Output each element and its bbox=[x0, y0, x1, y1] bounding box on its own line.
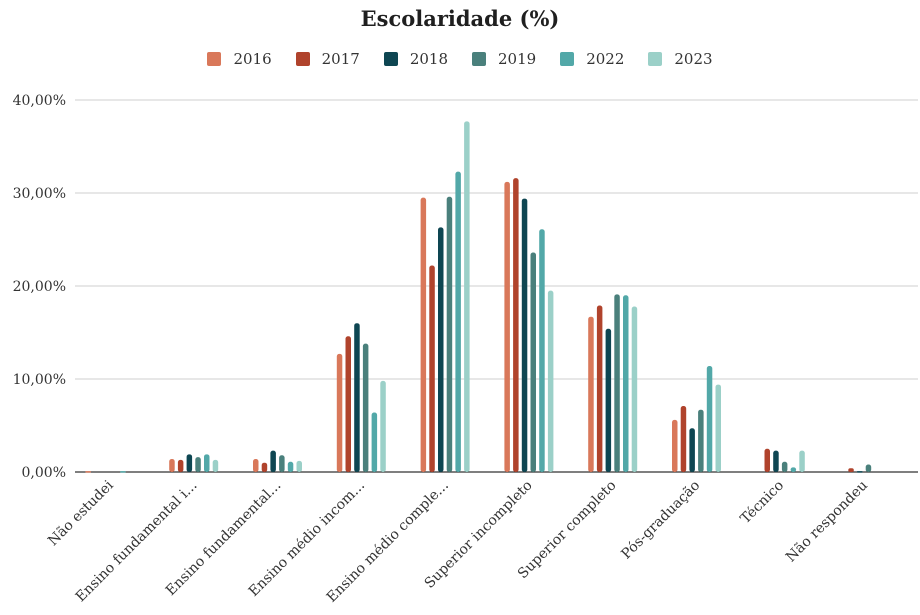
y-tick-label: 10,00% bbox=[13, 372, 66, 388]
bar-2017-2[interactable] bbox=[261, 462, 268, 472]
bar-2017-7[interactable] bbox=[680, 405, 687, 472]
bar-2019-2[interactable] bbox=[279, 455, 285, 472]
bar-2023-5[interactable] bbox=[547, 290, 554, 472]
bar-2019-7[interactable] bbox=[698, 409, 704, 472]
bar-2022-5[interactable] bbox=[539, 229, 545, 472]
bar-2016-0[interactable] bbox=[85, 471, 91, 473]
x-tick-label: Não estudei bbox=[45, 477, 117, 549]
bar-2019-8[interactable] bbox=[781, 461, 788, 472]
bar-2018-1[interactable] bbox=[186, 454, 193, 472]
legend-label: 2023 bbox=[674, 50, 713, 68]
legend-swatch bbox=[472, 52, 486, 66]
bar-2023-4[interactable] bbox=[464, 121, 470, 472]
legend-label: 2017 bbox=[321, 50, 360, 68]
bar-2017-5[interactable] bbox=[513, 178, 519, 472]
bar-2019-4[interactable] bbox=[446, 196, 453, 472]
bar-2017-9[interactable] bbox=[848, 468, 854, 472]
bar-2019-3[interactable] bbox=[362, 343, 369, 472]
bar-2022-4[interactable] bbox=[455, 171, 461, 473]
bar-2023-3[interactable] bbox=[380, 380, 386, 472]
bar-2022-2[interactable] bbox=[287, 461, 294, 472]
bar-2018-7[interactable] bbox=[689, 428, 695, 472]
bar-2016-5[interactable] bbox=[504, 181, 510, 472]
y-tick-label: 20,00% bbox=[13, 279, 66, 295]
bar-2018-9[interactable] bbox=[857, 471, 863, 473]
bar-2016-7[interactable] bbox=[672, 419, 678, 472]
bar-2023-1[interactable] bbox=[212, 459, 219, 472]
legend-item-2023[interactable]: 2023 bbox=[648, 50, 713, 68]
bar-2018-2[interactable] bbox=[270, 450, 276, 472]
legend-swatch bbox=[383, 52, 398, 66]
x-tick-label: Pós-graduação bbox=[618, 478, 703, 563]
bar-2019-9[interactable] bbox=[865, 464, 872, 472]
bar-2018-3[interactable] bbox=[354, 323, 360, 472]
bar-2018-6[interactable] bbox=[605, 328, 612, 472]
bar-2023-8[interactable] bbox=[799, 450, 805, 472]
legend-item-2022[interactable]: 2022 bbox=[560, 50, 624, 68]
legend-swatch bbox=[295, 52, 310, 66]
bar-2016-2[interactable] bbox=[253, 458, 259, 472]
bar-2017-4[interactable] bbox=[429, 265, 435, 472]
bar-2017-1[interactable] bbox=[177, 459, 184, 472]
x-tick-label: Não respondeu bbox=[783, 478, 871, 566]
bar-2016-3[interactable] bbox=[336, 353, 343, 472]
bar-2023-6[interactable] bbox=[631, 306, 638, 472]
legend-item-2016[interactable]: 2016 bbox=[207, 50, 272, 68]
bar-2018-5[interactable] bbox=[521, 198, 528, 472]
y-tick-label: 0,00% bbox=[22, 465, 66, 481]
y-tick-label: 30,00% bbox=[13, 186, 66, 202]
bar-2019-6[interactable] bbox=[614, 294, 620, 472]
bar-2022-0[interactable] bbox=[120, 471, 126, 473]
bar-2023-7[interactable] bbox=[715, 384, 722, 472]
x-tick-label: Técnico bbox=[738, 478, 788, 528]
legend-swatch bbox=[560, 52, 575, 66]
bar-2022-3[interactable] bbox=[371, 412, 378, 472]
bar-2019-5[interactable] bbox=[530, 252, 537, 472]
y-tick-label: 40,00% bbox=[13, 93, 66, 109]
bar-2017-6[interactable] bbox=[596, 305, 603, 472]
bar-2016-1[interactable] bbox=[169, 458, 175, 472]
bar-2016-4[interactable] bbox=[420, 197, 427, 472]
bar-2017-3[interactable] bbox=[345, 336, 352, 472]
legend-swatch bbox=[648, 52, 663, 66]
legend-item-2018[interactable]: 2018 bbox=[383, 50, 448, 68]
bar-2022-1[interactable] bbox=[204, 454, 210, 472]
legend-label: 2022 bbox=[586, 50, 625, 68]
bar-2019-1[interactable] bbox=[195, 457, 201, 472]
bar-2023-2[interactable] bbox=[296, 460, 303, 472]
bar-2022-6[interactable] bbox=[623, 295, 629, 472]
legend-item-2017[interactable]: 2017 bbox=[295, 50, 360, 68]
legend-label: 2018 bbox=[409, 50, 448, 68]
legend-item-2019[interactable]: 2019 bbox=[472, 50, 536, 68]
bar-2016-6[interactable] bbox=[588, 316, 594, 472]
legend-label: 2016 bbox=[233, 50, 272, 68]
legend-label: 2019 bbox=[498, 50, 537, 68]
legend: 2016 2017 2018 2019 2022 2023 bbox=[0, 50, 920, 68]
bar-2017-8[interactable] bbox=[764, 448, 771, 472]
bar-2022-8[interactable] bbox=[790, 467, 797, 472]
bar-2022-7[interactable] bbox=[706, 365, 713, 472]
chart-title: Escolaridade (%) bbox=[360, 6, 560, 31]
bar-2018-8[interactable] bbox=[773, 450, 779, 472]
bar-2018-4[interactable] bbox=[438, 227, 444, 472]
legend-swatch bbox=[207, 52, 222, 66]
